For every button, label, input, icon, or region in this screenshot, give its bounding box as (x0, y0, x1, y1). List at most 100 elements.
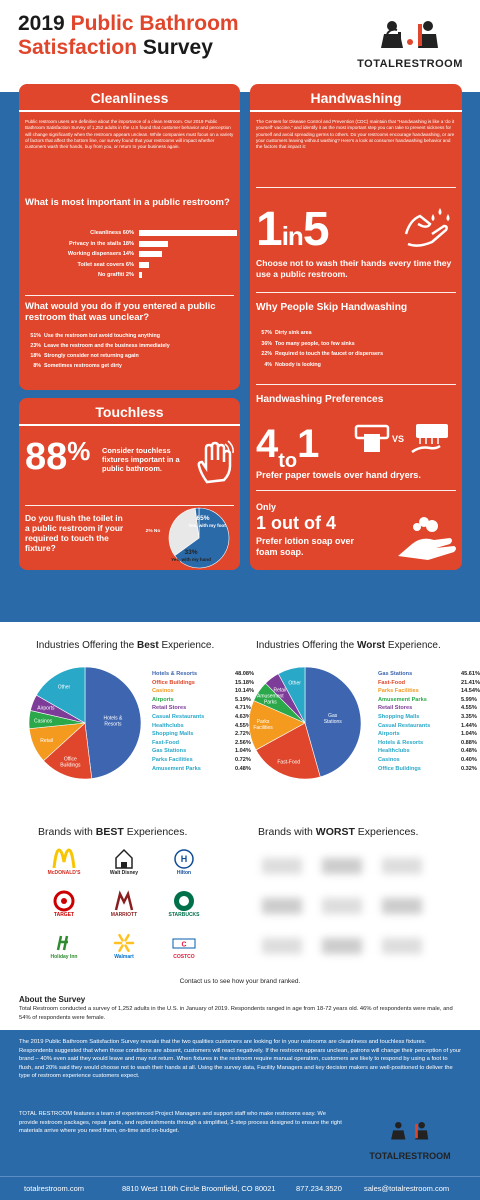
legend-item: Airports 5.19% (152, 696, 251, 703)
legend-name: Office Buildings (378, 765, 421, 772)
best-title-pre: Industries Offering the (36, 640, 137, 651)
q2-pct: 18% (30, 353, 41, 359)
touchless-hand-icon (197, 440, 234, 484)
big-in: in (281, 221, 304, 251)
legend-item: Shopping Malls 3.35% (378, 714, 477, 720)
legend-item: Hotels & Resorts 48.08% (152, 671, 254, 677)
q2-text: Sometimes restrooms get dirty (44, 363, 123, 369)
one-out-of-four: 1 out of 4 (256, 513, 336, 533)
legend-item: Amusement Parks 5.99% (378, 696, 477, 703)
footer-logo: TOTALRESTROOM (360, 1120, 460, 1161)
industry-slice (43, 722, 93, 780)
q2-pct: 8% (33, 363, 41, 369)
q2-item: 51% Use the restroom but avoid touching a… (25, 333, 160, 339)
q2-heading: What would you do if you entered a publi… (25, 301, 216, 323)
legend-item: Hotels & Resorts 0.88% (378, 739, 477, 746)
brand-name: McDONALD'S (47, 870, 81, 876)
industry-slice (255, 722, 321, 780)
footer-website[interactable]: totalrestroom.com (24, 1184, 85, 1193)
blur-block (382, 938, 422, 954)
why-item: 57% Dirty sink area (256, 330, 312, 336)
brand-logo: McDONALD'S (36, 848, 92, 886)
why-text: Dirty sink area (275, 330, 312, 336)
touchless-title: Touchless (19, 398, 240, 426)
slice-label: Parks (264, 699, 277, 705)
bar-label: Privacy in the stalls 18% (69, 240, 134, 247)
brand-logo: STARBUCKS (156, 890, 212, 928)
why-pct: 57% (261, 330, 272, 336)
ratio-4: 4 (256, 422, 279, 466)
blur-block (322, 898, 362, 914)
slice-label: Casinos (34, 718, 53, 724)
footer-email[interactable]: sales@totalrestroom.com (364, 1184, 450, 1193)
slice-label: Office (64, 756, 77, 762)
why-pct: 4% (264, 361, 272, 368)
divider (256, 187, 456, 188)
divider (25, 295, 234, 296)
vs-label: VS (392, 434, 405, 444)
why-pct: 36% (261, 340, 272, 347)
legend-item: Office Buildings 15.18% (152, 679, 254, 686)
footer-phone[interactable]: 877.234.3520 (296, 1184, 342, 1193)
hand-dryer-icon (411, 424, 448, 454)
bar-fill (139, 251, 162, 257)
bar-row: Toilet seat covers 6% (39, 261, 239, 269)
brand-logo: H Hilton (156, 848, 212, 886)
touchless-big-number: 88% (25, 438, 90, 476)
handwashing-card: Handwashing The Centers for Disease Cont… (250, 84, 462, 570)
legend-item: Gas Stations 45.61% (378, 671, 480, 677)
brand-name: Holiday Inn (50, 954, 78, 960)
logo-text-1: TOTAL (357, 58, 396, 70)
legend-name: Airports (152, 696, 174, 703)
touchless-pct-sign: % (67, 436, 91, 466)
cleanliness-intro: Public restroom users are definitive abo… (25, 119, 234, 150)
industry-slice (36, 666, 86, 724)
why-item: 36% Too many people, too few sinks (256, 340, 354, 347)
legend-item: Airports 1.04% (378, 731, 477, 738)
touchless-caption: Consider touchless fixtures important in… (102, 446, 180, 473)
flush-pct-hand: 33% (184, 549, 197, 556)
q2-item: 8% Sometimes restrooms get dirty (25, 363, 122, 369)
worst-brands-title: Brands with WORST Experiences. (258, 826, 418, 838)
flush-pct-foot: 65% (196, 515, 209, 522)
slice-label: Parks (257, 719, 270, 725)
restroom-people-icon (391, 1121, 429, 1140)
big-5: 5 (302, 203, 330, 256)
worst-brands-blurred (262, 850, 432, 960)
slice-label: Buildings (60, 762, 81, 768)
blur-block (382, 898, 422, 914)
summary-paragraph-2: TOTAL RESTROOM features a team of experi… (19, 1111, 342, 1135)
q2-text: Use the restroom but avoid touching anyt… (44, 333, 160, 339)
legend-item: Healthclubs 0.48% (378, 748, 477, 755)
slice-label: Hotels & (103, 715, 123, 721)
why-text: Nobody is looking (275, 361, 321, 368)
footer-logo-text-1: TOTAL (369, 1151, 399, 1161)
why-pct: 22% (261, 351, 272, 357)
brand-logo: Holiday Inn (36, 932, 92, 970)
legend-name: Hotels & Resorts (152, 671, 198, 677)
footer-bar: totalrestroom.com 8810 West 116th Circle… (0, 1176, 480, 1200)
flush-pie-chart: 65%Yes, with my foot 33%Yes, with my hand… (146, 507, 230, 569)
bar-row: Working dispensers 14% (39, 251, 239, 258)
title-black-2: Survey (142, 36, 213, 59)
touchless-question: Do you flush the toilet in a public rest… (25, 513, 124, 553)
worst-industries-title: Industries Offering the Worst Experience… (256, 640, 441, 651)
flush-label-hand: Yes, with my hand (171, 557, 211, 562)
slice-label: Gas (328, 713, 338, 719)
touchless-card: Touchless 88% Consider touchless fixture… (19, 398, 240, 570)
contact-line[interactable]: Contact us to see how your brand ranked. (179, 978, 301, 985)
brand-name: COSTCO (173, 954, 195, 960)
best-title-post: Experience. (158, 640, 215, 651)
footer-address: 8810 West 116th Circle Broomfield, CO 80… (122, 1184, 276, 1193)
legend-name: Healthclubs (152, 722, 184, 729)
legend-item: Healthclubs 4.55% (152, 722, 251, 729)
best-title-bold: Best (136, 640, 159, 651)
q2-pct: 51% (30, 333, 41, 339)
handwashing-title: Handwashing (250, 84, 462, 112)
worst-brands-bold: WORST (315, 826, 355, 838)
legend-item: Gas Stations 1.04% (152, 748, 251, 755)
bar-fill (139, 240, 169, 247)
cleanliness-title: Cleanliness (19, 84, 240, 112)
bar-label: Toilet seat covers 6% (77, 261, 134, 268)
